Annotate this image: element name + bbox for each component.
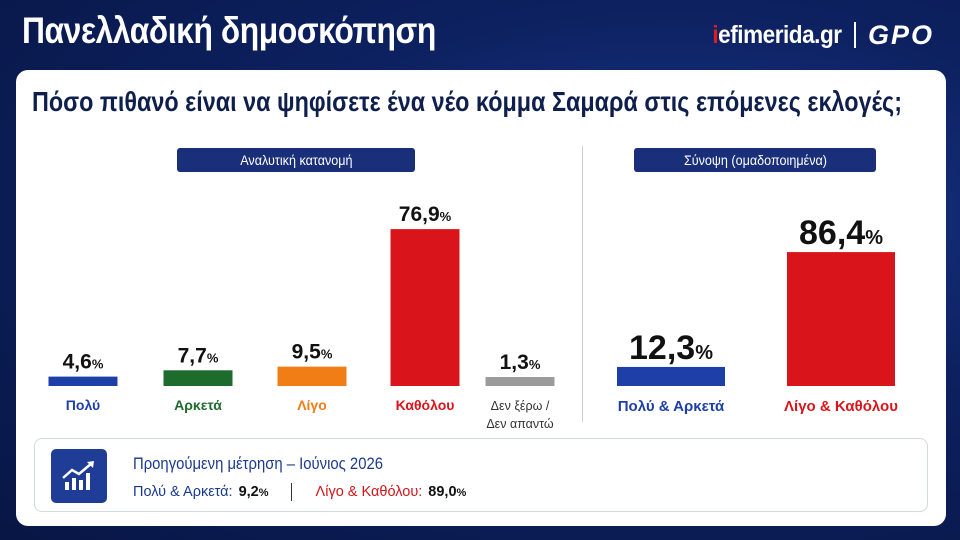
question-text: Πόσο πιθανό είναι να ψηφίσετε ένα νέο κό… — [32, 86, 903, 117]
value-label-0-1: 7,7% — [178, 344, 219, 367]
category-label-0-1: Αρκετά — [174, 397, 222, 413]
detailed-panel-title: Αναλυτική κατανομή — [177, 148, 415, 172]
category-label-0-2: Λίγο — [297, 397, 327, 413]
category-label-1-1: Λίγο & Καθόλου — [784, 398, 898, 415]
summary-panel-title: Σύνοψη (ομαδοποιημένα) — [634, 148, 876, 172]
value-label-0-3: 76,9% — [399, 203, 452, 226]
previous-title: Προηγούμενη μέτρηση – Ιούνιος 2026 — [133, 455, 383, 473]
value-label-1-0: 12,3% — [629, 329, 713, 367]
category-label-0-3: Καθόλου — [396, 397, 455, 413]
logo-text: efimerida.gr — [718, 20, 843, 49]
page-title: Πανελλαδική δημοσκόπηση — [22, 10, 436, 51]
trend-chart-glyph — [62, 461, 94, 490]
previous-group2-value: 89,0% — [428, 484, 466, 500]
previous-group1-label: Πολύ & Αρκετά: — [133, 484, 233, 500]
panel-divider — [582, 146, 583, 422]
bar-0-0 — [48, 376, 118, 386]
previous-group2-label: Λίγο & Καθόλου: — [315, 484, 423, 500]
detailed-panel-title-text: Αναλυτική κατανομή — [239, 152, 353, 168]
summary-panel-title-text: Σύνοψη (ομαδοποιημένα) — [683, 152, 827, 168]
poll-card: Πόσο πιθανό είναι να ψηφίσετε ένα νέο κό… — [16, 70, 946, 526]
category-label-1-0: Πολύ & Αρκετά — [618, 398, 725, 415]
value-label-0-4: 1,3% — [500, 351, 541, 374]
gpo-logo: GPO — [867, 19, 934, 50]
bar-0-4 — [485, 377, 555, 386]
bar-1-0 — [617, 366, 725, 386]
bar-1-1 — [787, 252, 895, 386]
category-label-0-0: Πολύ — [66, 397, 100, 413]
previous-group1-number: 9,2 — [238, 484, 259, 500]
logo-prefix: i — [712, 20, 719, 49]
bar-0-1 — [163, 370, 233, 386]
previous-group2-number: 89,0 — [428, 484, 457, 500]
previous-measurement-box: Προηγούμενη μέτρηση – Ιούνιος 2026 Πολύ … — [34, 438, 928, 512]
value-label-0-0: 4,6% — [63, 351, 104, 374]
brand-logos: iefimerida.gr GPO — [698, 18, 934, 52]
trend-chart-icon — [51, 449, 107, 503]
value-label-1-1: 86,4% — [799, 214, 883, 252]
efimerida-logo: iefimerida.gr — [712, 20, 843, 50]
previous-group2-unit: % — [456, 487, 467, 499]
bar-0-3 — [390, 229, 460, 386]
previous-separator — [290, 483, 292, 501]
previous-group1-value: 9,2% — [239, 484, 269, 500]
value-label-0-2: 9,5% — [292, 341, 333, 364]
bar-charts: 4,6% Πολύ 7,7% Αρκετά 9,5% Λίγο 76,9% Καθόλου 1,… — [48, 203, 898, 430]
bar-0-2 — [277, 366, 347, 386]
brand-divider — [853, 22, 856, 48]
category-label-0-4: Δεν ξέρω / Δεν απαντώ — [486, 399, 554, 430]
previous-group1-unit: % — [258, 487, 269, 499]
previous-values: Πολύ & Αρκετά: 9,2% Λίγο & Καθόλου: 89,0… — [133, 483, 466, 501]
